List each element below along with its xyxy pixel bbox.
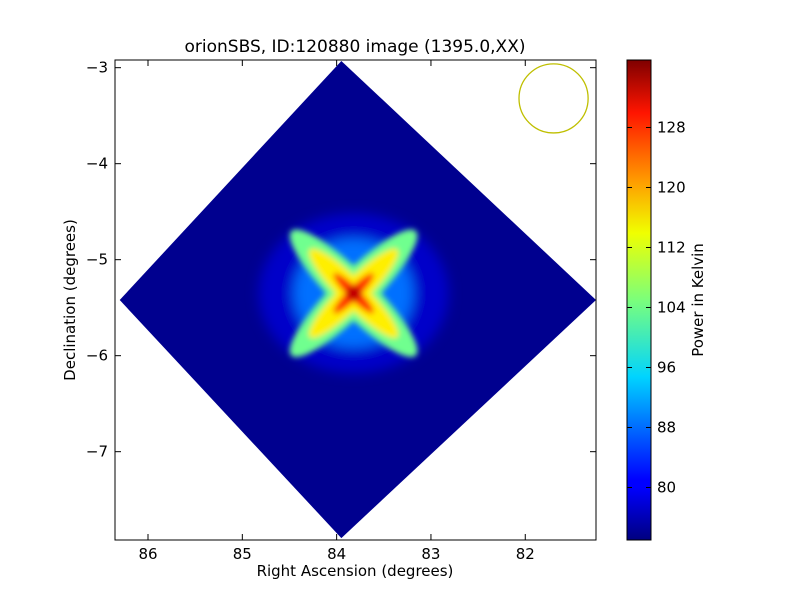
colorbar-tick-label: 128 [657,119,686,137]
y-tick-label: −4 [86,155,108,173]
beam-circle [518,63,589,134]
plot-area [114,59,597,541]
chart-title: orionSBS, ID:120880 image (1395.0,XX) [185,37,526,57]
heatmap-image [119,60,596,539]
colorbar-tick-label: 96 [657,359,676,377]
colorbar-tick-label: 88 [657,419,676,437]
colorbar-tick-label: 120 [657,179,686,197]
x-tick-label: 82 [516,545,535,563]
colorbar-tick-label: 112 [657,239,686,257]
y-tick-label: −7 [86,443,108,461]
x-axis-label: Right Ascension (degrees) [257,562,454,580]
colorbar-gradient [626,59,652,541]
x-tick-label: 84 [327,545,346,563]
colorbar-tick-label: 104 [657,299,686,317]
colorbar: 80 88 96 104 112 120 128 Power in Kelvin [626,59,707,541]
y-axis-label: Declination (degrees) [61,219,79,381]
y-tick-label: −3 [86,59,108,77]
emission-peak [346,286,361,301]
colorbar-tick-label: 80 [657,479,676,497]
colorbar-ticks: 80 88 96 104 112 120 128 [627,119,686,497]
x-tick-label: 86 [138,545,157,563]
emission-arms [289,229,418,358]
x-axis: 86 85 84 83 82 [138,60,535,563]
y-tick-label: −5 [86,251,108,269]
colorbar-label: Power in Kelvin [689,243,707,357]
plot-frame [114,59,597,541]
x-tick-label: 83 [421,545,440,563]
y-axis: −3 −4 −5 −6 −7 [86,59,596,461]
y-tick-label: −6 [86,347,108,365]
x-tick-label: 85 [233,545,252,563]
